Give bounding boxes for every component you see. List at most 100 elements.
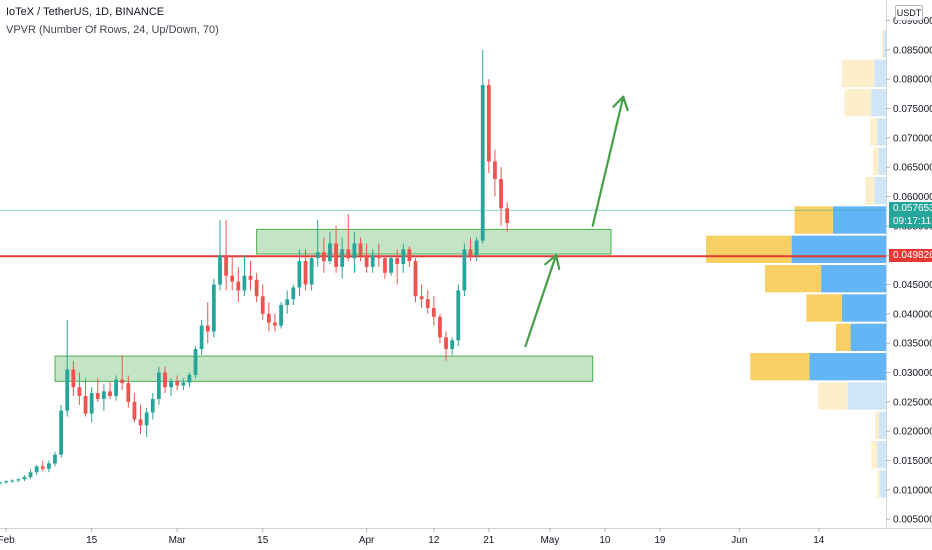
x-tick-label: Jun xyxy=(731,535,747,546)
arrow-head xyxy=(544,254,561,270)
candle-body xyxy=(169,381,173,388)
candle-body xyxy=(321,252,326,262)
vp-down-bar xyxy=(875,411,879,439)
vp-up-bar xyxy=(883,30,886,58)
candle-body xyxy=(187,374,192,383)
vp-up-bar xyxy=(850,323,886,351)
candle-body xyxy=(101,391,106,399)
candle-body xyxy=(83,396,88,414)
line-price-badge: 0.049826 xyxy=(889,249,932,263)
candle-body xyxy=(181,382,186,386)
x-tick-label: 19 xyxy=(654,535,666,546)
candle-body xyxy=(303,261,308,285)
candle-body xyxy=(486,85,491,162)
y-tick-label: 0.070000 xyxy=(893,133,932,144)
candle-body xyxy=(285,299,290,306)
candle-body xyxy=(205,325,210,332)
vp-down-bar xyxy=(870,118,878,146)
vp-up-bar xyxy=(791,235,886,263)
support-zone xyxy=(54,355,594,382)
candle-body xyxy=(389,258,393,273)
y-tick-label: 0.075000 xyxy=(893,104,932,115)
candle-body xyxy=(4,481,9,483)
arrow-shaft xyxy=(591,95,625,227)
vp-down-bar xyxy=(844,89,872,117)
candle-body xyxy=(505,208,510,223)
vp-up-bar xyxy=(871,89,886,117)
candle-body xyxy=(480,85,485,241)
y-tick-label: 0.035000 xyxy=(893,339,932,350)
candle-body xyxy=(0,482,2,484)
candle-body xyxy=(218,255,222,285)
candle-body xyxy=(150,398,155,413)
vp-up-bar xyxy=(877,118,886,146)
candle-body xyxy=(224,255,228,276)
candle-body xyxy=(419,296,424,300)
vp-down-bar xyxy=(877,470,881,498)
candle-body xyxy=(444,337,448,350)
candle-body xyxy=(401,249,406,264)
candle-body xyxy=(59,410,63,455)
candle-body xyxy=(114,379,118,396)
y-tick-label: 0.090000 xyxy=(893,16,932,27)
x-tick-label: Mar xyxy=(169,535,187,546)
candle-body xyxy=(138,419,143,426)
candle-body xyxy=(346,249,351,259)
candle-body xyxy=(499,178,503,209)
support-zone xyxy=(256,228,612,255)
candle-body xyxy=(340,249,345,267)
candle-body xyxy=(468,249,473,256)
candle-body xyxy=(358,243,363,256)
trend-arrows xyxy=(524,95,629,348)
vp-up-bar xyxy=(878,411,886,439)
last-price-badge: 0.057653 09:17:11 xyxy=(889,202,932,229)
candle-body xyxy=(77,387,82,396)
candle-body xyxy=(89,393,94,414)
currency-label[interactable]: USDT xyxy=(895,5,923,21)
candle-body xyxy=(53,454,57,464)
y-tick-label: 0.010000 xyxy=(893,485,932,496)
x-tick-label: May xyxy=(540,535,559,546)
candle-body xyxy=(273,322,277,326)
vp-up-bar xyxy=(877,441,886,469)
candle-body xyxy=(120,379,125,384)
candle-body xyxy=(383,258,387,273)
candle-body xyxy=(462,249,467,291)
candle-body xyxy=(211,284,216,332)
candle-body xyxy=(315,252,320,259)
candle-body xyxy=(291,287,296,300)
candle-body xyxy=(71,369,76,388)
candle-body xyxy=(376,255,381,259)
vp-down-bar xyxy=(765,265,822,293)
vp-up-bar xyxy=(880,470,886,498)
candle-body xyxy=(450,340,455,350)
vp-down-bar xyxy=(871,441,878,469)
candle-body xyxy=(22,476,27,480)
candle-body xyxy=(144,412,149,426)
candle-body xyxy=(242,275,247,291)
candle-body xyxy=(425,299,430,308)
vp-down-bar xyxy=(794,206,833,234)
candle-body xyxy=(364,255,369,267)
vp-up-bar xyxy=(874,177,886,205)
y-tick-label: 0.015000 xyxy=(893,456,932,467)
candle-body xyxy=(10,480,15,482)
x-tick-label: Apr xyxy=(359,535,375,546)
vp-down-bar xyxy=(873,147,879,175)
candle-body xyxy=(65,369,70,411)
candle-body xyxy=(456,290,461,341)
candle-body xyxy=(413,261,418,297)
candle-body xyxy=(493,161,497,179)
y-tick-label: 0.030000 xyxy=(893,368,932,379)
volume-profile xyxy=(706,30,886,498)
chart-title: IoTeX / TetherUS, 1D, BINANCE xyxy=(6,6,165,18)
arrow-shaft xyxy=(524,254,558,348)
candle-body xyxy=(474,240,479,256)
vp-up-bar xyxy=(832,206,886,234)
candle-body xyxy=(108,391,112,396)
y-tick-label: 0.065000 xyxy=(893,163,932,174)
candle-body xyxy=(163,372,167,388)
vp-down-bar xyxy=(841,59,875,87)
candle-body xyxy=(156,372,161,399)
